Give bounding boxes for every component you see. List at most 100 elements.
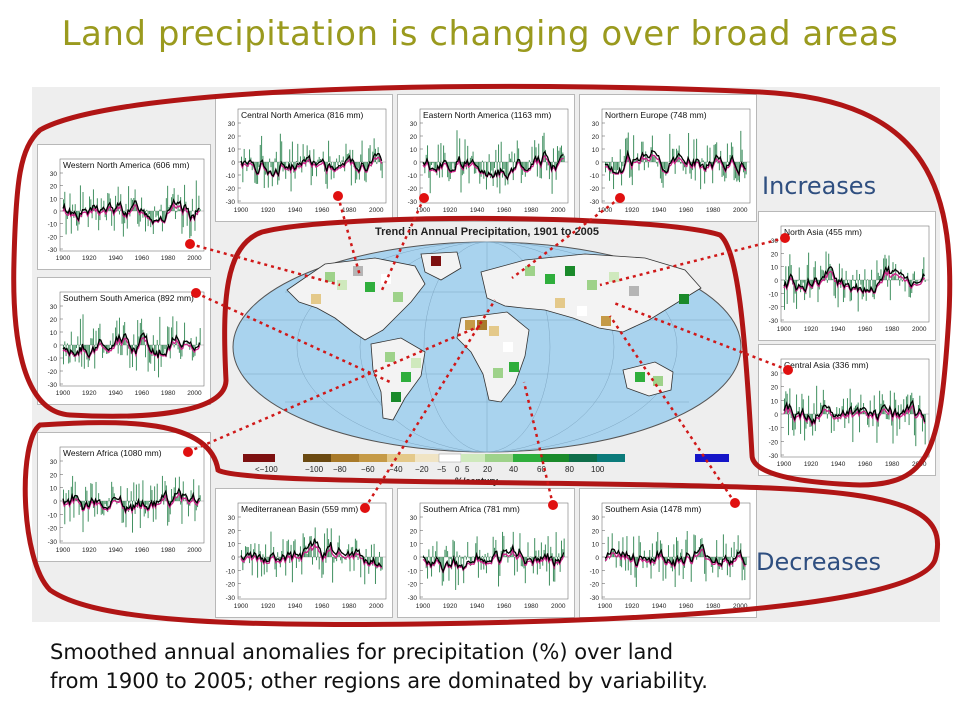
bar-mark xyxy=(830,268,832,280)
bar-mark xyxy=(64,341,66,345)
bar-mark xyxy=(919,395,921,414)
legend-swatch xyxy=(597,454,625,462)
bar-mark xyxy=(915,414,917,447)
bar-mark xyxy=(111,481,113,501)
bar-mark xyxy=(897,276,899,280)
bar-mark xyxy=(171,489,173,501)
bar-mark xyxy=(745,162,747,175)
bar-mark xyxy=(91,483,93,501)
bar-mark xyxy=(614,162,616,171)
bar-mark xyxy=(690,162,692,179)
bar-mark xyxy=(138,483,140,501)
bar-mark xyxy=(108,498,110,501)
bar-mark xyxy=(544,544,546,557)
bar-mark xyxy=(623,155,625,162)
bar-mark xyxy=(834,280,836,299)
bar-mark xyxy=(199,328,201,345)
x-tick-label: 1980 xyxy=(161,547,176,554)
bar-mark xyxy=(73,501,75,518)
bar-mark xyxy=(90,199,92,211)
bar-mark xyxy=(70,211,72,234)
bar-mark xyxy=(269,158,271,162)
bar-mark xyxy=(852,414,854,443)
bar-mark xyxy=(538,550,540,557)
y-tick-label: 30 xyxy=(592,515,600,522)
bar-mark xyxy=(95,481,97,501)
bar-mark xyxy=(824,400,826,414)
trend-cells xyxy=(311,256,689,402)
x-tick-label: 1980 xyxy=(342,207,357,214)
bar-mark xyxy=(718,162,720,171)
bar-mark xyxy=(904,414,906,423)
bar-mark xyxy=(340,162,342,168)
bar-mark xyxy=(251,162,253,171)
bar-mark xyxy=(141,318,143,345)
chart-title: North Asia (455 mm) xyxy=(784,227,862,237)
y-tick-label: -20 xyxy=(226,186,236,193)
bar-mark xyxy=(126,345,128,356)
y-tick-label: 20 xyxy=(50,184,58,191)
bar-mark xyxy=(868,414,870,428)
bar-mark xyxy=(186,501,188,505)
bar-mark xyxy=(704,162,706,184)
legend-swatch xyxy=(541,454,569,462)
bar-mark xyxy=(917,405,919,414)
bar-mark xyxy=(83,501,85,506)
legend-tick: −100 xyxy=(305,465,324,474)
bar-mark xyxy=(373,138,375,162)
bar-mark xyxy=(903,399,905,414)
bar-mark xyxy=(714,144,716,162)
bar-mark xyxy=(885,414,887,420)
bar-mark xyxy=(615,557,617,568)
bar-mark xyxy=(182,211,184,228)
y-tick-label: 10 xyxy=(50,196,58,203)
bar-mark xyxy=(74,481,76,501)
y-tick-label: -30 xyxy=(48,382,58,389)
smoothed-line-black xyxy=(62,198,200,226)
bar-mark xyxy=(429,162,431,194)
bar-mark xyxy=(453,162,455,169)
bar-mark xyxy=(89,345,91,361)
bar-mark xyxy=(633,536,635,557)
marker-northern-europe xyxy=(615,193,625,203)
chart-svg: Southern Africa (781 mm) 30 20 10 0 -10 -20 -30… xyxy=(408,502,569,610)
x-tick-label: 1940 xyxy=(831,461,846,468)
bar-mark xyxy=(471,155,473,162)
bar-mark xyxy=(475,543,477,557)
bar-mark xyxy=(905,396,907,414)
bar-mark xyxy=(855,280,857,290)
bar-mark xyxy=(908,280,910,297)
bar-mark xyxy=(726,143,728,162)
bar-mark xyxy=(448,557,450,581)
bar-mark xyxy=(488,154,490,162)
bar-mark xyxy=(861,413,863,414)
bar-mark xyxy=(124,501,126,508)
bar-mark xyxy=(69,193,71,211)
bar-mark xyxy=(625,138,627,162)
bar-mark xyxy=(290,162,292,192)
bar-mark xyxy=(316,162,318,177)
x-tick-label: 1960 xyxy=(497,603,512,610)
bar-mark xyxy=(645,151,647,162)
bar-mark xyxy=(328,539,330,557)
bar-mark xyxy=(81,345,83,367)
bar-mark xyxy=(503,162,505,170)
bar-mark xyxy=(728,557,730,563)
chart-svg: Northern Europe (748 mm) 30 20 10 0 -10 -20 -30… xyxy=(590,108,751,214)
marker-southern-africa xyxy=(548,500,558,510)
chart-title: Southern Asia (1478 mm) xyxy=(605,504,702,514)
bar-mark xyxy=(905,277,907,280)
figure-caption: Smoothed annual anomalies for precipitat… xyxy=(50,638,930,696)
bar-mark xyxy=(423,555,425,557)
bar-mark xyxy=(499,162,501,194)
bar-mark xyxy=(873,280,875,300)
chart-panel-southern-africa: Southern Africa (781 mm) 30 20 10 0 -10 -20 -30… xyxy=(397,488,575,618)
bar-mark xyxy=(115,499,117,501)
region-markers xyxy=(183,191,793,513)
bar-mark xyxy=(151,211,153,222)
bar-mark xyxy=(552,557,554,582)
bar-mark xyxy=(788,414,790,436)
bar-mark xyxy=(629,162,631,178)
bar-mark xyxy=(492,536,494,557)
bar-mark xyxy=(139,501,141,529)
